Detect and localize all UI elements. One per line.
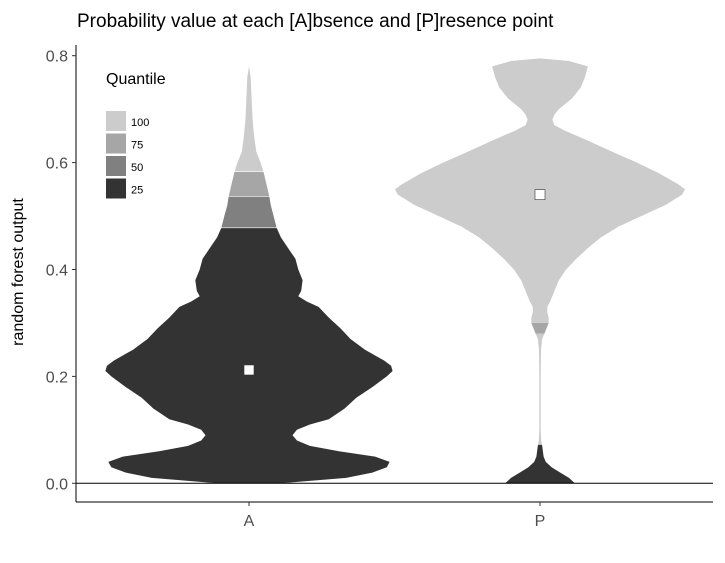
legend: Quantile 100 75 50 25 [106, 71, 166, 199]
violin-P-q75-segment [531, 322, 549, 334]
y-tick-label: 0.8 [46, 49, 68, 66]
violin-P-q50-segment [535, 333, 545, 445]
x-tick-label-A: A [244, 513, 255, 530]
legend-label-50: 50 [131, 162, 143, 174]
violin-A-q25-segment [105, 227, 393, 484]
y-axis-ticks: 0.0 0.2 0.4 0.6 0.8 [46, 49, 76, 493]
plot-area [76, 58, 713, 484]
violin-A-q50-segment [221, 196, 277, 228]
legend-swatch-75 [106, 133, 126, 154]
violin-P-median-marker [534, 189, 546, 200]
legend-label-25: 25 [131, 185, 143, 197]
violin-A-median-marker [243, 364, 255, 376]
y-axis-label: random forest output [10, 198, 27, 346]
y-tick-label: 0.6 [46, 156, 68, 173]
violin-P [395, 58, 685, 484]
violin-A [105, 66, 393, 484]
legend-swatch-100 [106, 111, 126, 131]
legend-label-75: 75 [131, 140, 143, 152]
violin-A-q100-segment [234, 66, 264, 172]
legend-label-100: 100 [131, 117, 149, 129]
legend-swatch-50 [106, 156, 126, 176]
violin-P-q25-segment [505, 444, 575, 484]
chart-title: Probability value at each [A]bsence and … [77, 11, 554, 32]
x-tick-label-P: P [535, 513, 546, 530]
y-tick-label: 0.4 [46, 262, 68, 279]
y-tick-label: 0.2 [46, 369, 68, 386]
legend-swatch-25 [106, 178, 126, 199]
legend-title: Quantile [106, 71, 166, 88]
y-tick-label: 0.0 [46, 476, 68, 493]
violin-A-q75-segment [228, 171, 270, 197]
